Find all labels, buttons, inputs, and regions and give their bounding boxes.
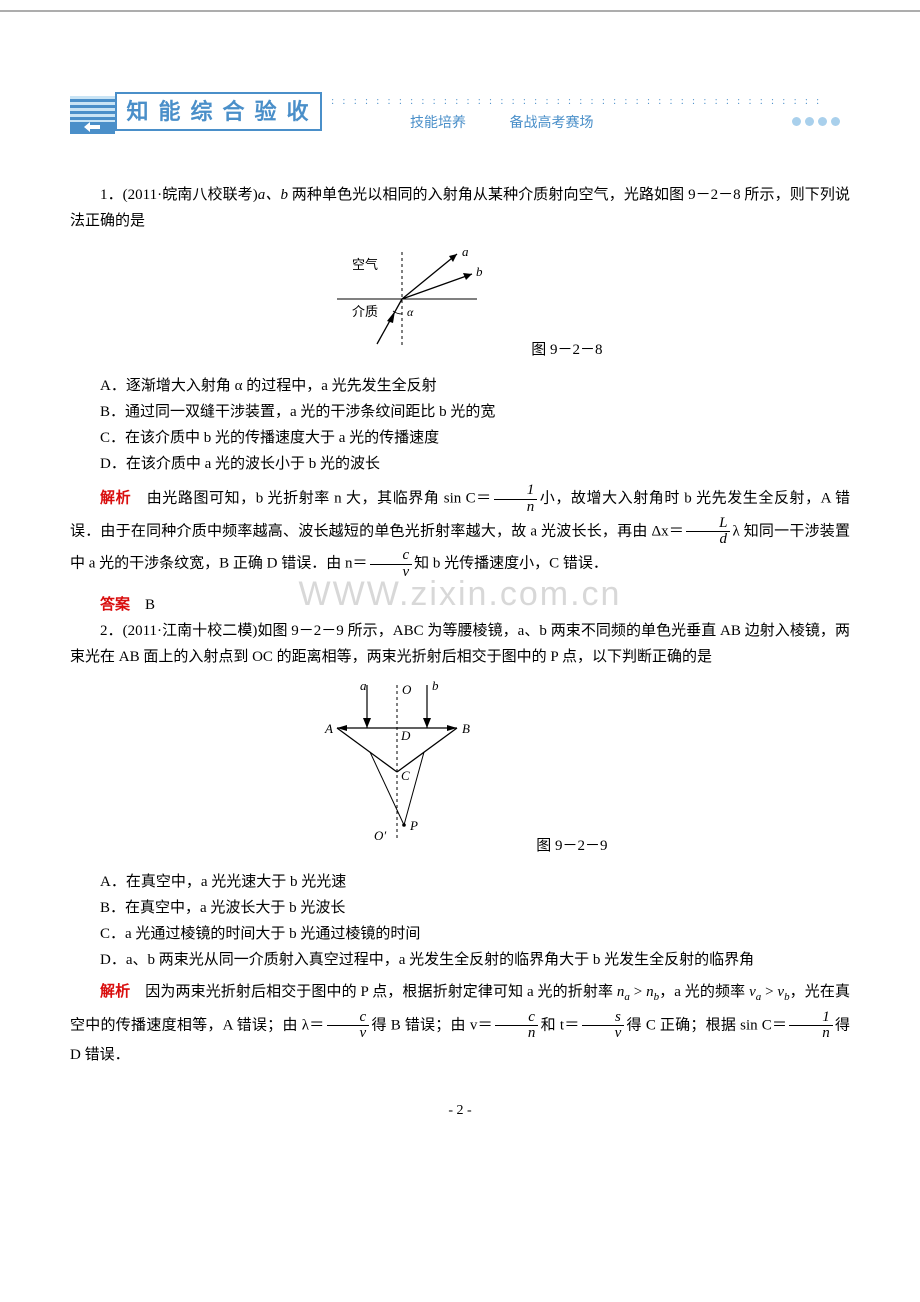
figure-9-2-8: a b α 空气 介质 图 9－2－8 [70,244,850,359]
q1-stem-p1: 1．(2011· [100,187,162,203]
frac-c-v2: cv [327,1010,370,1043]
svg-text:D: D [400,728,411,743]
svg-text:b: b [432,680,439,693]
frac-s-v: sv [582,1010,625,1043]
svg-text:O′: O′ [374,828,386,843]
band-arrow-icon [70,122,115,134]
band-sub2: 备战高考赛场 [510,112,594,132]
q1-answer-val: B [130,597,155,613]
page: 知能综合验收 : : : : : : : : : : : : : : : : :… [0,10,920,1159]
q2-optC: C．a 光通过棱镜的时间大于 b 光通过棱镜的时间 [70,921,850,947]
fig1-media-label: 介质 [352,304,378,319]
svg-text:A: A [324,721,333,736]
q2-jx5: 和 t＝ [540,1017,579,1033]
q2-options: A．在真空中，a 光光速大于 b 光光速 B．在真空中，a 光波长大于 b 光波… [70,869,850,973]
section-header-band: 知能综合验收 : : : : : : : : : : : : : : : : :… [70,92,850,132]
q1-optC: C．在该介质中 b 光的传播速度大于 a 光的传播速度 [70,425,850,451]
q1-stem: 1．(2011·皖南八校联考)a、b 两种单色光以相同的入射角从某种介质射向空气… [70,182,850,234]
frac-1-n: 1n [494,483,538,516]
q1-jiexi-line1: 解析 由光路图可知，b 光折射率 n 大，其临界角 sin C＝1n小，故增大入… [70,483,850,581]
q1-stem-ab: a、b [258,187,288,203]
q2-stem-p1: 2．(2011· [100,623,162,639]
answer-label: 答案 [100,597,130,613]
q2-jiexi: 解析 因为两束光折射后相交于图中的 P 点，根据折射定律可知 a 光的折射率 n… [70,979,850,1069]
q2-optA: A．在真空中，a 光光速大于 b 光光速 [70,869,850,895]
q1-optD: D．在该介质中 a 光的波长小于 b 光的波长 [70,451,850,477]
fig1-air-label: 空气 [352,257,378,272]
q1-jiexi-t4: 知 b 光传播速度小，C 错误． [414,556,608,572]
figure-9-2-9: a b O A B D C P O′ 图 9－2－9 [70,680,850,855]
q1-source: 皖南八校联考 [162,187,253,203]
frac-1-n2: 1n [789,1010,833,1043]
fig1-caption: 图 9－2－8 [531,338,602,359]
q2-source: 江南十校二模 [162,623,252,639]
q2-jx1: 因为两束光折射后相交于图中的 P 点，根据折射定律可知 a 光的折射率 [130,984,617,1000]
jiexi-label: 解析 [100,491,131,507]
fig2-caption: 图 9－2－9 [536,834,607,855]
svg-text:P: P [409,818,418,833]
svg-text:C: C [401,768,410,783]
q1-optA: A．逐渐增大入射角 α 的过程中，a 光先发生全反射 [70,373,850,399]
band-title: 知能综合验收 [115,92,322,131]
band-subtitles: 技能培养 备战高考赛场 [410,112,594,132]
frac-L-d: Ld [686,516,730,549]
refraction-diagram-icon: a b α 空气 介质 [317,244,497,354]
svg-text:b: b [476,264,483,279]
prism-diagram-icon: a b O A B D C P O′ [312,680,502,850]
q1-answer: 答案 B [70,592,850,618]
svg-text:a: a [360,680,367,693]
q2-jx2: ，a 光的频率 [659,984,749,1000]
q2-jx6: 得 C 正确；根据 sin C＝ [626,1017,787,1033]
page-footer: - 2 - [70,1103,850,1119]
q1-jiexi-t1: 由光路图可知，b 光折射率 n 大，其临界角 sin C＝ [131,491,492,507]
q2-jx4: 得 B 错误；由 v＝ [371,1017,493,1033]
q1-options: A．逐渐增大入射角 α 的过程中，a 光先发生全反射 B．通过同一双缝干涉装置，… [70,373,850,477]
jiexi-label-2: 解析 [100,984,130,1000]
svg-text:a: a [462,244,469,259]
q2-stem: 2．(2011·江南十校二模)如图 9－2－9 所示，ABC 为等腰棱镜，a、b… [70,618,850,670]
band-end-dots-icon [788,114,840,131]
q2-optD: D．a、b 两束光从同一介质射入真空过程中，a 光发生全反射的临界角大于 b 光… [70,947,850,973]
frac-c-n: cn [495,1010,539,1043]
svg-text:α: α [407,305,414,319]
band-sub1: 技能培养 [410,112,466,132]
svg-text:O: O [402,682,412,697]
band-dots-icon: : : : : : : : : : : : : : : : : : : : : … [320,96,822,107]
q1-optB: B．通过同一双缝干涉装置，a 光的干涉条纹间距比 b 光的宽 [70,399,850,425]
svg-text:B: B [462,721,470,736]
q2-optB: B．在真空中，a 光波长大于 b 光波长 [70,895,850,921]
